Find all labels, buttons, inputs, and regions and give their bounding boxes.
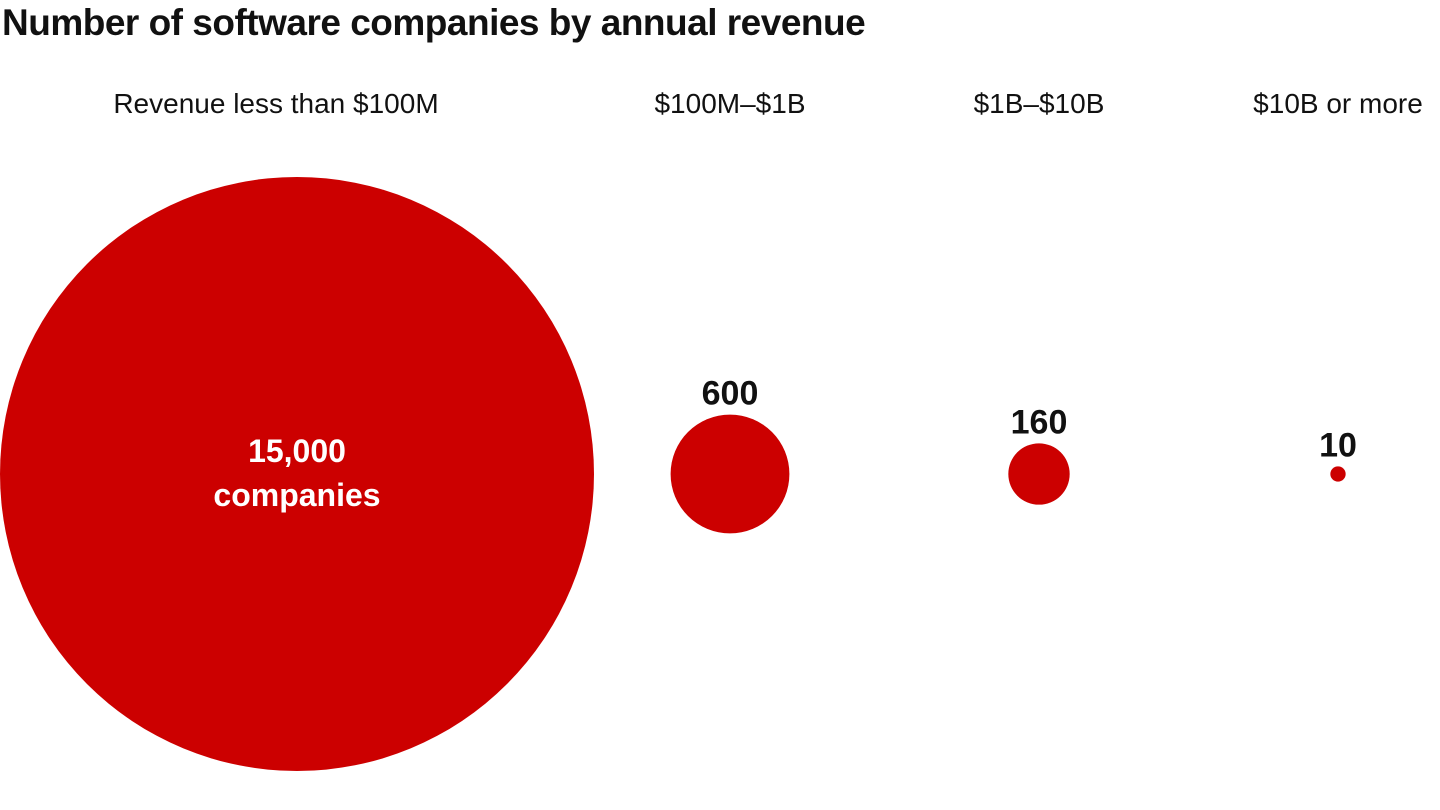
category-label-10b-or-more: $10B or more [1253, 88, 1423, 119]
value-label-revenue-less-than-100m: 15,000 [248, 433, 346, 469]
bubble-revenue-less-than-100m [0, 177, 594, 771]
value-label-100m-1b: 600 [702, 375, 759, 413]
bubble-1b-10b [1008, 443, 1070, 505]
value-unit-label: companies [213, 477, 380, 513]
bubble-10b-or-more [1330, 466, 1346, 482]
bubble-100m-1b [670, 414, 790, 534]
chart-title: Number of software companies by annual r… [2, 2, 866, 43]
value-label-1b-10b: 160 [1011, 403, 1068, 441]
value-label-10b-or-more: 10 [1319, 426, 1357, 464]
category-label-100m-1b: $100M–$1B [654, 88, 805, 119]
category-label-revenue-less-than-100m: Revenue less than $100M [113, 88, 438, 119]
category-label-1b-10b: $1B–$10B [974, 88, 1105, 119]
